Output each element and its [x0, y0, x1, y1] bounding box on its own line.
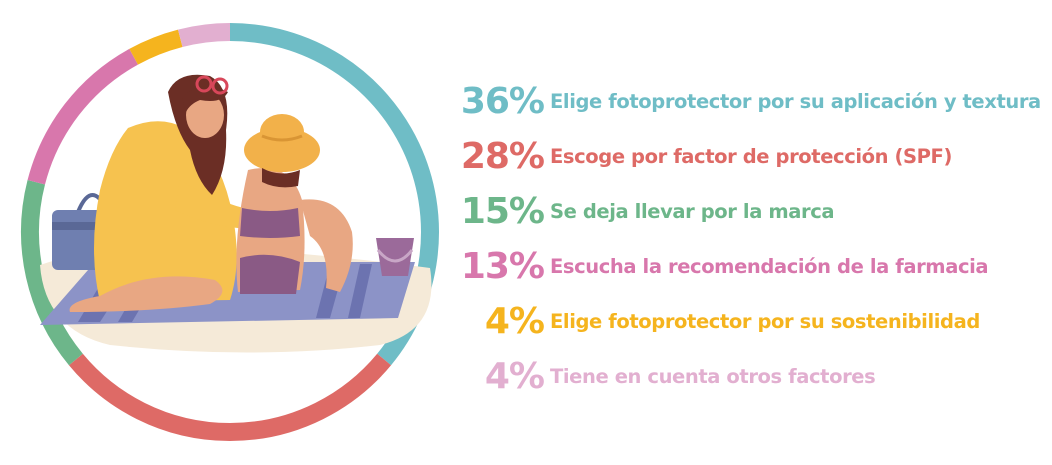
donut-segment-6 [178, 23, 231, 48]
legend-percentage: 15% [460, 191, 545, 232]
legend-item: 4% Elige fotoprotector por su sostenibili… [452, 294, 1042, 349]
beach-illustration-icon [40, 74, 432, 353]
legend-percentage: 28% [460, 136, 545, 177]
legend-item: 28% Escoge por factor de protección (SPF) [452, 129, 1042, 184]
legend-item: 36% Elige fotoprotector por su aplicación… [452, 74, 1042, 129]
donut-segment-2 [68, 353, 392, 441]
donut-chart [21, 23, 439, 441]
legend-label: Tiene en cuenta otros factores [550, 365, 876, 388]
legend-label: Escoge por factor de protección (SPF) [550, 145, 952, 168]
legend-percentage: 4% [484, 301, 545, 342]
chart-legend: 36% Elige fotoprotector por su aplicación… [452, 74, 1042, 404]
legend-label: Elige fotoprotector por su aplicación y … [550, 90, 1041, 113]
legend-percentage: 36% [460, 81, 545, 122]
donut-segment-4 [27, 48, 139, 185]
legend-percentage: 13% [460, 246, 545, 287]
legend-label: Elige fotoprotector por su sostenibilida… [550, 310, 980, 333]
legend-item: 13% Escucha la recomendación de la farmac… [452, 239, 1042, 294]
donut-segment-5 [129, 29, 183, 65]
legend-item: 4% Tiene en cuenta otros factores [452, 349, 1042, 404]
legend-item: 15% Se deja llevar por la marca [452, 184, 1042, 239]
legend-percentage: 4% [484, 356, 545, 397]
legend-label: Escucha la recomendación de la farmacia [550, 255, 989, 278]
donut-segment-3 [21, 180, 83, 366]
legend-label: Se deja llevar por la marca [550, 200, 835, 223]
